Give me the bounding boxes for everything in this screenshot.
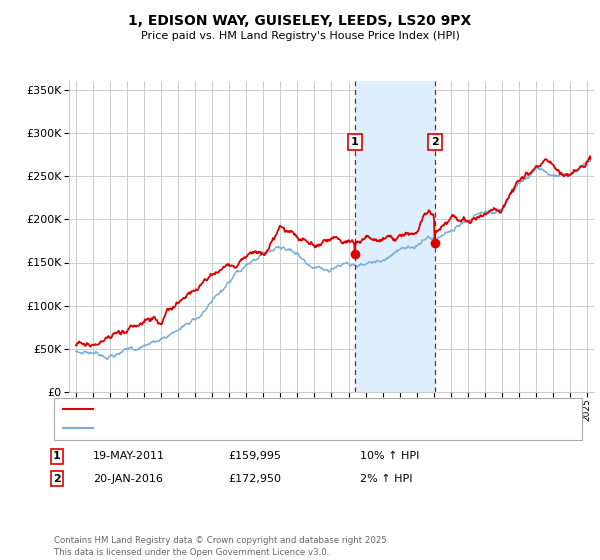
Text: 20-JAN-2016: 20-JAN-2016 <box>93 474 163 484</box>
Text: Contains HM Land Registry data © Crown copyright and database right 2025.
This d: Contains HM Land Registry data © Crown c… <box>54 536 389 557</box>
Bar <box>355 81 434 392</box>
Text: 19-MAY-2011: 19-MAY-2011 <box>93 451 165 461</box>
Text: 1: 1 <box>53 451 61 461</box>
Text: 2: 2 <box>53 474 61 484</box>
Text: £172,950: £172,950 <box>228 474 281 484</box>
Text: HPI: Average price, semi-detached house, Leeds: HPI: Average price, semi-detached house,… <box>99 423 335 433</box>
Text: 1, EDISON WAY, GUISELEY, LEEDS, LS20 9PX: 1, EDISON WAY, GUISELEY, LEEDS, LS20 9PX <box>128 14 472 28</box>
Text: Price paid vs. HM Land Registry's House Price Index (HPI): Price paid vs. HM Land Registry's House … <box>140 31 460 41</box>
Text: 2: 2 <box>431 137 439 147</box>
Text: 2% ↑ HPI: 2% ↑ HPI <box>360 474 413 484</box>
Text: 1: 1 <box>351 137 359 147</box>
Text: 1, EDISON WAY, GUISELEY, LEEDS, LS20 9PX (semi-detached house): 1, EDISON WAY, GUISELEY, LEEDS, LS20 9PX… <box>99 404 433 414</box>
Text: 10% ↑ HPI: 10% ↑ HPI <box>360 451 419 461</box>
Text: £159,995: £159,995 <box>228 451 281 461</box>
